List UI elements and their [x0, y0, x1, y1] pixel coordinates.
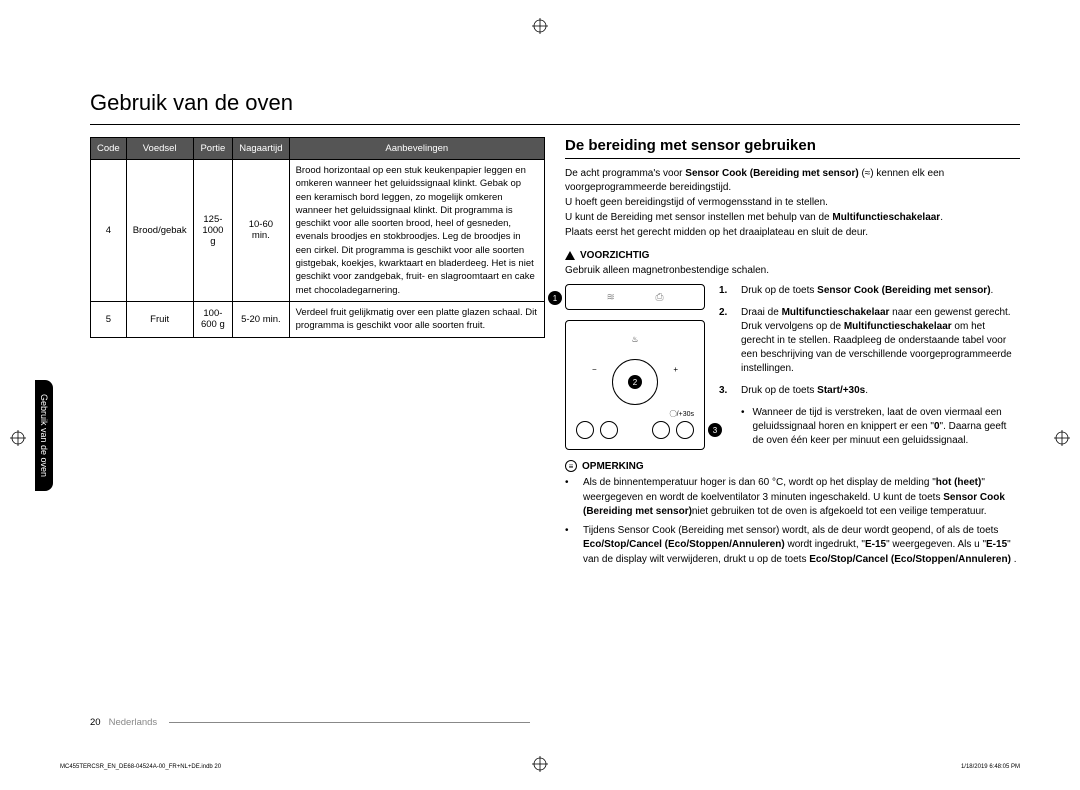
step-list: 1. Druk op de toets Sensor Cook (Bereidi…	[719, 284, 1020, 450]
step-number: 1.	[719, 284, 733, 298]
cell-portion: 125-1000 g	[193, 160, 233, 302]
cell-food: Fruit	[126, 301, 193, 337]
cell-recommend: Verdeel fruit gelijkmatig over een platt…	[289, 301, 544, 337]
page-footer: 20 Nederlands	[90, 717, 530, 728]
step-badge-3: 3	[708, 423, 722, 437]
bullet-dot: •	[565, 524, 575, 568]
cell-time: 5-20 min.	[233, 301, 289, 337]
steps-container: 1 ≋ ⎙ ♨ − + 2 ⃝/+30s 3	[565, 284, 1020, 450]
table-row: 4 Brood/gebak 125-1000 g 10-60 min. Broo…	[91, 160, 545, 302]
th-recommend: Aanbevelingen	[289, 138, 544, 160]
page-number: 20	[90, 717, 101, 728]
print-meta-left: MC455TERCSR_EN_DE68-04524A-00_FR+NL+DE.i…	[60, 764, 221, 770]
note-label: OPMERKING	[582, 461, 644, 472]
footer-line	[169, 722, 530, 723]
sub-bullet-text: Wanneer de tijd is verstreken, laat de o…	[753, 406, 1020, 448]
start-label-icon: ⃝/+30s	[677, 409, 694, 419]
title-divider	[90, 124, 1020, 125]
caution-label: VOORZICHTIG	[580, 250, 649, 261]
cell-code: 5	[91, 301, 127, 337]
note-text: Tijdens Sensor Cook (Bereiding met senso…	[583, 524, 1020, 568]
intro-text: De acht programma's voor Sensor Cook (Be…	[565, 167, 1020, 240]
th-code: Code	[91, 138, 127, 160]
crop-mark-left	[10, 430, 26, 446]
step-item: 1. Druk op de toets Sensor Cook (Bereidi…	[719, 284, 1020, 298]
page-language: Nederlands	[109, 717, 158, 728]
caution-text: Gebruik alleen magnetronbestendige schal…	[565, 265, 1020, 276]
bullet-dot: •	[741, 406, 745, 448]
step-item: 2. Draai de Multifunctieschakelaar naar …	[719, 306, 1020, 376]
notes-list: • Als de binnentemperatuur hoger is dan …	[565, 476, 1020, 567]
knob	[576, 421, 594, 439]
step-text: Druk op de toets Start/+30s.	[741, 384, 868, 398]
knob	[600, 421, 618, 439]
step-text: Druk op de toets Sensor Cook (Bereiding …	[741, 284, 993, 298]
step-number: 3.	[719, 384, 733, 398]
knob	[676, 421, 694, 439]
print-meta-right: 1/18/2019 6:48:05 PM	[961, 764, 1020, 770]
section-subtitle: De bereiding met sensor gebruiken	[565, 137, 1020, 159]
th-food: Voedsel	[126, 138, 193, 160]
crop-mark-top	[532, 18, 548, 34]
device-diagram: 1 ≋ ⎙ ♨ − + 2 ⃝/+30s 3	[565, 284, 705, 450]
intro-line: De acht programma's voor Sensor Cook (Be…	[565, 167, 1020, 195]
step-badge-2: 2	[628, 375, 642, 389]
knob	[652, 421, 670, 439]
table-header-row: Code Voedsel Portie Nagaartijd Aanbeveli…	[91, 138, 545, 160]
step-badge-1: 1	[548, 291, 562, 305]
page-title: Gebruik van de oven	[90, 90, 1020, 116]
caution-heading: VOORZICHTIG	[565, 250, 1020, 261]
intro-line: Plaats eerst het gerecht midden op het d…	[565, 226, 1020, 240]
right-column: De bereiding met sensor gebruiken De ach…	[565, 137, 1020, 571]
intro-line: U hoeft geen bereidingstijd of vermogens…	[565, 196, 1020, 210]
plus-icon: +	[673, 365, 678, 374]
note-item: • Als de binnentemperatuur hoger is dan …	[565, 476, 1020, 520]
warning-icon	[565, 251, 575, 260]
crop-mark-right	[1054, 430, 1070, 446]
side-tab: Gebruik van de oven	[35, 380, 53, 491]
control-panel: ♨ − + 2 ⃝/+30s 3	[565, 320, 705, 450]
step-item: 3. Druk op de toets Start/+30s.	[719, 384, 1020, 398]
cooking-table: Code Voedsel Portie Nagaartijd Aanbeveli…	[90, 137, 545, 338]
note-text: Als de binnentemperatuur hoger is dan 60…	[583, 476, 1020, 520]
bullet-dot: •	[565, 476, 575, 520]
cell-time: 10-60 min.	[233, 160, 289, 302]
intro-line: U kunt de Bereiding met sensor instellen…	[565, 211, 1020, 225]
step-text: Draai de Multifunctieschakelaar naar een…	[741, 306, 1020, 376]
crop-mark-bottom	[532, 756, 548, 772]
dial-mark-icon: ♨	[631, 335, 638, 344]
note-icon: ≡	[565, 460, 577, 472]
display-glyph: ≋	[607, 292, 615, 303]
minus-icon: −	[592, 365, 597, 374]
display-glyph: ⎙	[655, 292, 663, 303]
cell-code: 4	[91, 160, 127, 302]
cell-food: Brood/gebak	[126, 160, 193, 302]
table-row: 5 Fruit 100-600 g 5-20 min. Verdeel frui…	[91, 301, 545, 337]
th-time: Nagaartijd	[233, 138, 289, 160]
th-portion: Portie	[193, 138, 233, 160]
note-item: • Tijdens Sensor Cook (Bereiding met sen…	[565, 524, 1020, 568]
cell-portion: 100-600 g	[193, 301, 233, 337]
display-box: 1 ≋ ⎙	[565, 284, 705, 310]
note-heading: ≡ OPMERKING	[565, 460, 1020, 472]
left-column: Code Voedsel Portie Nagaartijd Aanbeveli…	[90, 137, 545, 571]
cell-recommend: Brood horizontaal op een stuk keukenpapi…	[289, 160, 544, 302]
step-number: 2.	[719, 306, 733, 376]
sub-bullet: • Wanneer de tijd is verstreken, laat de…	[741, 406, 1020, 448]
